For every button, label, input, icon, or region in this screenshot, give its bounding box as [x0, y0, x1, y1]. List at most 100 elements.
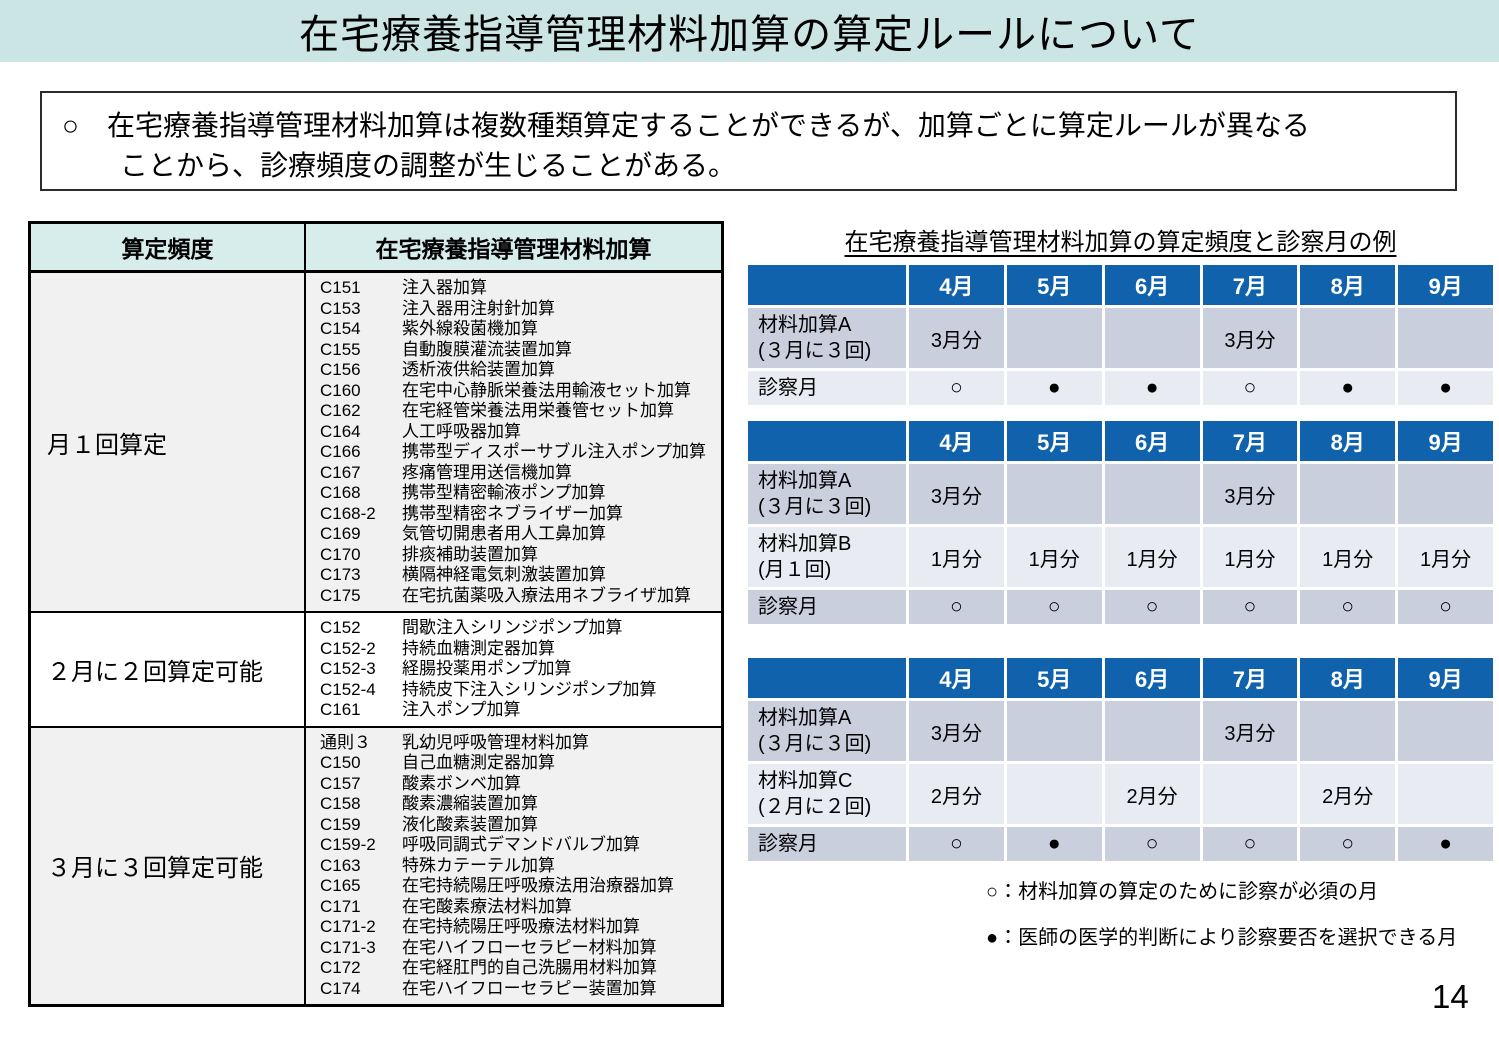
- item-name: 人工呼吸器加算: [402, 421, 521, 441]
- month-header: 5月: [1006, 265, 1102, 305]
- item-name: 排痰補助装置加算: [402, 544, 538, 564]
- month-header: 7月: [1202, 658, 1298, 698]
- required-exam-circle-icon: ○: [1202, 590, 1298, 624]
- code-line: C164 人工呼吸器加算: [320, 422, 717, 443]
- code-line: C161 注入ポンプ加算: [320, 700, 717, 721]
- value-cell: 3月分: [909, 464, 1004, 524]
- code-line: C154 紫外線殺菌機加算: [320, 319, 717, 340]
- item-code: C157: [320, 773, 361, 793]
- value-cell: [1006, 701, 1102, 761]
- item-code: 通則３: [320, 732, 371, 752]
- code-line: C159-2 呼吸同調式デマンドバルブ加算: [320, 835, 717, 856]
- item-name: 持続血糖測定器加算: [402, 638, 555, 658]
- code-line: C156 透析液供給装置加算: [320, 360, 717, 381]
- optional-exam-circle-icon: ●: [1006, 371, 1102, 405]
- month-header: 7月: [1202, 265, 1298, 305]
- examples-section: 在宅療養指導管理材料加算の算定頻度と診察月の例 4月 5月 6月 7月 8月 9月 材料加算…: [748, 222, 1493, 950]
- item-code: C173: [320, 565, 361, 584]
- required-exam-circle-icon: ○: [1300, 827, 1396, 861]
- value-cell: [1300, 464, 1396, 524]
- value-cell: 2月分: [1104, 764, 1200, 824]
- rule-table: 算定頻度 在宅療養指導管理材料加算 月１回算定 C151 注入器加算 C153 注入器用…: [28, 221, 724, 1007]
- item-code: C152-2: [320, 638, 376, 658]
- code-line: C162 在宅経管栄養法用栄養管セット加算: [320, 401, 717, 422]
- example-table: 4月 5月 6月 7月 8月 9月 材料加算A (３月に３回) 3月分 3月分 診察月 ○ ● ● ○ ● ●: [748, 265, 1493, 405]
- month-header: 9月: [1398, 421, 1493, 461]
- row-sublabel: (２月に２回): [758, 796, 872, 818]
- month-header: 5月: [1006, 658, 1102, 698]
- item-code: C151: [320, 278, 361, 297]
- required-exam-circle-icon: ○: [1006, 590, 1102, 624]
- required-exam-circle-icon: ○: [1202, 371, 1298, 405]
- value-cell: [1104, 464, 1200, 524]
- page-title: 在宅療養指導管理材料加算の算定ルールについて: [299, 13, 1200, 57]
- table-corner-cell: [748, 265, 906, 305]
- item-code: C171-3: [320, 937, 376, 957]
- table-corner-cell: [748, 658, 906, 698]
- code-line: C163 特殊カテーテル加算: [320, 856, 717, 877]
- value-cell: 1月分: [1202, 527, 1298, 587]
- row-label-cell: 診察月: [748, 827, 906, 861]
- items-cell: C152 間歇注入シリンジポンプ加算 C152-2 持続血糖測定器加算 C152-3 経腸…: [306, 613, 721, 726]
- item-name: 特殊カテーテル加算: [402, 855, 555, 875]
- row-label: 材料加算A: [758, 707, 852, 729]
- value-cell: [1398, 701, 1493, 761]
- item-code: C174: [320, 978, 361, 998]
- item-code: C161: [320, 700, 361, 719]
- month-header: 4月: [909, 658, 1004, 698]
- month-header: 6月: [1104, 658, 1200, 698]
- item-code: C160: [320, 380, 361, 400]
- item-code: C167: [320, 462, 361, 482]
- item-code: C154: [320, 319, 361, 338]
- item-code: C162: [320, 401, 361, 420]
- item-name: 在宅持続陽圧呼吸療法用治療器加算: [402, 876, 674, 895]
- item-code: C155: [320, 339, 361, 359]
- row-label-cell: 材料加算A (３月に３回): [748, 701, 906, 761]
- month-header: 8月: [1300, 421, 1396, 461]
- item-name: 携帯型精密ネブライザー加算: [402, 503, 623, 523]
- month-header: 9月: [1398, 265, 1493, 305]
- item-name: 間歇注入シリンジポンプ加算: [402, 618, 623, 637]
- item-name: 透析液供給装置加算: [402, 360, 555, 379]
- month-header: 8月: [1300, 265, 1396, 305]
- code-line: C150 自己血糖測定器加算: [320, 753, 717, 774]
- code-line: C152 間歇注入シリンジポンプ加算: [320, 618, 717, 639]
- item-name: 酸素ボンベ加算: [402, 773, 521, 793]
- example-table: 4月 5月 6月 7月 8月 9月 材料加算A (３月に３回) 3月分 3月分 材料加算C (２月に２…: [748, 658, 1493, 861]
- value-cell: [1104, 701, 1200, 761]
- required-exam-circle-icon: ○: [1398, 590, 1493, 624]
- value-cell: 3月分: [909, 308, 1004, 368]
- item-code: C171: [320, 896, 361, 916]
- rule-table-body: 月１回算定 C151 注入器加算 C153 注入器用注射針加算 C154 紫外線殺菌機加算 C…: [31, 273, 721, 1004]
- header-material-addition: 在宅療養指導管理材料加算: [375, 236, 652, 262]
- frequency-cell: 月１回算定: [31, 273, 306, 611]
- item-name: 注入ポンプ加算: [402, 700, 521, 719]
- code-line: 通則３ 乳幼児呼吸管理材料加算: [320, 733, 717, 754]
- item-code: C171-2: [320, 917, 376, 936]
- item-code: C163: [320, 855, 361, 875]
- code-line: C155 自動腹膜灌流装置加算: [320, 340, 717, 361]
- item-name: 在宅抗菌薬吸入療法用ネブライザ加算: [402, 585, 691, 605]
- row-sublabel: (３月に３回): [758, 496, 872, 518]
- code-line: C173 横隔神経電気刺激装置加算: [320, 565, 717, 586]
- item-name: 在宅経管栄養法用栄養管セット加算: [402, 401, 674, 420]
- row-sublabel: (３月に３回): [758, 733, 872, 755]
- code-line: C165 在宅持続陽圧呼吸療法用治療器加算: [320, 876, 717, 897]
- item-code: C156: [320, 360, 361, 379]
- row-label: 診察月: [758, 833, 818, 855]
- row-sublabel: (月１回): [758, 559, 832, 581]
- item-code: C170: [320, 544, 361, 564]
- row-label: 材料加算C: [758, 770, 853, 792]
- item-code: C150: [320, 753, 361, 772]
- intro-line-1: ○ 在宅療養指導管理材料加算は複数種類算定することができるが、加算ごとに算定ルー…: [62, 106, 1435, 146]
- rule-table-row: 月１回算定 C151 注入器加算 C153 注入器用注射針加算 C154 紫外線殺菌機加算 C…: [31, 273, 721, 611]
- item-name: 携帯型精密輸液ポンプ加算: [402, 483, 606, 502]
- item-name: 携帯型ディスポーサブル注入ポンプ加算: [402, 442, 706, 461]
- rule-table-row: ３月に３回算定可能 通則３ 乳幼児呼吸管理材料加算 C150 自己血糖測定器加算 C157…: [31, 725, 721, 1004]
- legend-optional: ●：医師の医学的判断により診察要否を選択できる月: [986, 927, 1458, 949]
- value-cell: 1月分: [1300, 527, 1396, 587]
- code-line: C152-3 経腸投薬用ポンプ加算: [320, 659, 717, 680]
- code-line: C158 酸素濃縮装置加算: [320, 794, 717, 815]
- month-header: 4月: [909, 421, 1004, 461]
